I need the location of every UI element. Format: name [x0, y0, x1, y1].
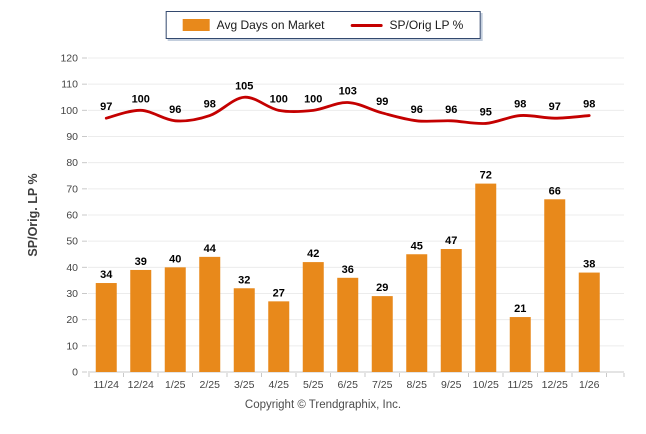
x-tick-label: 4/25 — [269, 379, 290, 391]
plot-area: 0 10 20 30 40 50 60 70 80 90 100 110 120 34 11/24 39 12/… — [60, 53, 625, 391]
x-tick-label: 8/25 — [407, 379, 428, 391]
y-tick-label: 40 — [66, 262, 78, 274]
bar-value-label: 39 — [135, 256, 147, 268]
y-tick-label: 0 — [72, 367, 78, 379]
x-tick-label: 11/24 — [94, 379, 120, 391]
copyright-text: Copyright © Trendgraphix, Inc. — [244, 399, 402, 411]
bar-value-label: 40 — [169, 253, 181, 265]
y-axis-title: SP/Orig. LP % — [26, 173, 40, 256]
x-tick-label: 12/25 — [542, 379, 568, 391]
legend-label-sp-orig: SP/Orig LP % — [389, 18, 464, 32]
line-value-label: 100 — [304, 93, 322, 105]
line-value-label: 95 — [480, 106, 492, 118]
bar-value-label: 27 — [273, 287, 285, 299]
y-tick-label: 50 — [66, 236, 78, 248]
line-value-label: 98 — [204, 99, 216, 111]
y-tick-label: 70 — [66, 183, 78, 195]
x-tick-label: 1/26 — [579, 379, 600, 391]
line-value-label: 96 — [445, 104, 457, 116]
bar-value-label: 29 — [376, 282, 388, 294]
legend: Avg Days on Market SP/Orig LP % — [165, 11, 481, 39]
y-tick-label: 30 — [66, 288, 78, 300]
line-value-label: 96 — [411, 104, 423, 116]
y-tick-label: 10 — [66, 340, 78, 352]
bar-value-label: 47 — [445, 235, 457, 247]
bar-value-label: 42 — [307, 248, 319, 260]
x-tick-label: 3/25 — [234, 379, 255, 391]
line-value-label: 96 — [169, 104, 181, 116]
y-tick-label: 60 — [66, 210, 78, 222]
legend-item-sp-orig: SP/Orig LP % — [350, 18, 464, 32]
bar-value-label: 38 — [583, 259, 595, 271]
y-tick-label: 100 — [60, 105, 78, 117]
bar-value-label: 45 — [411, 240, 423, 252]
bar-swatch-icon — [182, 19, 210, 31]
bar — [302, 262, 324, 372]
line-value-label: 103 — [339, 85, 357, 97]
x-tick-label: 1/25 — [165, 379, 186, 391]
line-value-label: 100 — [132, 93, 150, 105]
y-tick-label: 80 — [66, 157, 78, 169]
bar-value-label: 66 — [549, 185, 561, 197]
bar — [130, 269, 152, 372]
bar — [509, 317, 531, 372]
line-swatch-icon — [350, 23, 383, 27]
bar — [371, 296, 393, 372]
x-tick-label: 12/24 — [128, 379, 154, 391]
bar — [578, 272, 600, 372]
bar — [95, 283, 117, 372]
line-value-label: 97 — [549, 101, 561, 113]
bar — [475, 183, 497, 372]
line-value-label: 98 — [583, 99, 595, 111]
bar-value-label: 21 — [514, 303, 526, 315]
bar — [268, 301, 290, 372]
bar-value-label: 32 — [238, 274, 250, 286]
x-tick-label: 11/25 — [508, 379, 534, 391]
bar — [199, 256, 221, 372]
bar — [544, 199, 566, 372]
bar-value-label: 72 — [480, 170, 492, 182]
bar-value-label: 34 — [100, 269, 113, 281]
line-value-label: 99 — [376, 96, 388, 108]
bar-value-label: 44 — [204, 243, 217, 255]
bar — [164, 267, 186, 372]
trend-line — [104, 95, 591, 125]
line-value-label: 105 — [235, 80, 253, 92]
line-value-label: 100 — [270, 93, 288, 105]
y-tick-label: 120 — [60, 53, 78, 65]
bar — [406, 254, 428, 372]
x-tick-label: 10/25 — [473, 379, 499, 391]
legend-label-avg-days: Avg Days on Market — [216, 18, 325, 32]
x-tick-label: 2/25 — [200, 379, 221, 391]
bar — [337, 277, 359, 372]
line-value-label: 98 — [514, 99, 526, 111]
x-tick-label: 5/25 — [303, 379, 324, 391]
x-tick-label: 9/25 — [441, 379, 462, 391]
line-value-label: 97 — [100, 101, 112, 113]
x-tick-label: 7/25 — [372, 379, 393, 391]
x-tick-label: 6/25 — [338, 379, 359, 391]
bar — [440, 249, 462, 372]
bar — [233, 288, 255, 372]
y-tick-label: 110 — [61, 79, 78, 91]
bar-value-label: 36 — [342, 264, 354, 276]
legend-item-avg-days: Avg Days on Market — [182, 18, 325, 32]
y-tick-label: 90 — [66, 131, 78, 143]
y-tick-label: 20 — [66, 314, 78, 326]
